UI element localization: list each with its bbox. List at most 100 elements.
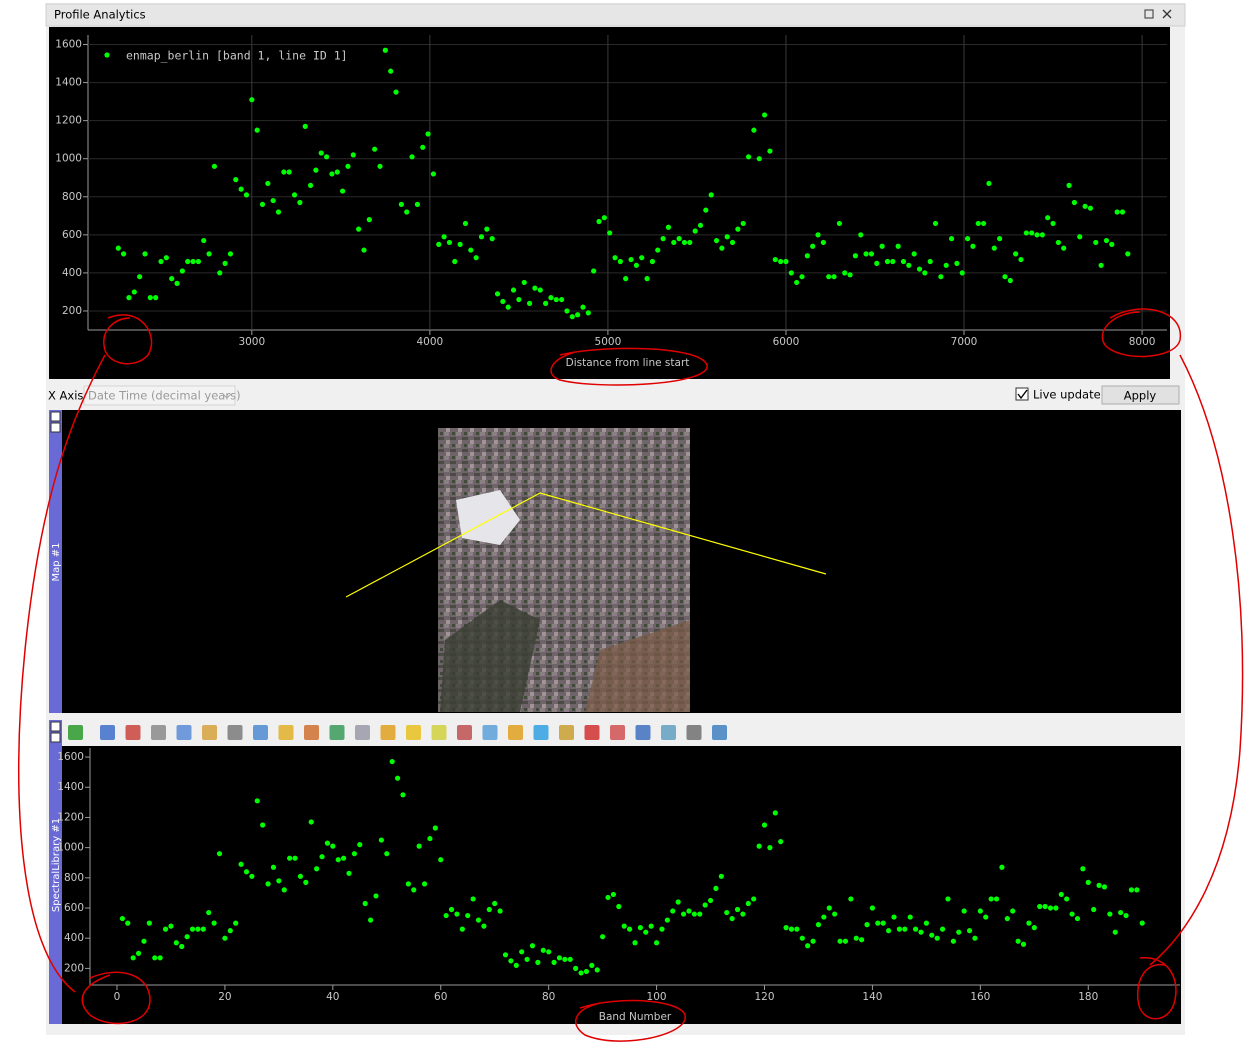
data-point bbox=[551, 959, 557, 965]
toolbar-button[interactable] bbox=[380, 725, 396, 740]
data-point bbox=[799, 935, 805, 941]
data-point bbox=[367, 917, 374, 923]
toolbar-button[interactable] bbox=[125, 725, 141, 740]
data-point bbox=[297, 199, 303, 206]
data-point bbox=[265, 180, 271, 187]
y-tick-label: 400 bbox=[64, 932, 84, 944]
data-point bbox=[168, 923, 174, 929]
data-point bbox=[1031, 925, 1037, 931]
data-point bbox=[762, 112, 768, 118]
data-point bbox=[184, 934, 190, 940]
data-point bbox=[405, 881, 411, 887]
data-point bbox=[1058, 891, 1064, 898]
data-point bbox=[1071, 199, 1078, 206]
y-tick-label: 800 bbox=[64, 872, 84, 884]
data-point bbox=[1118, 909, 1124, 916]
data-point bbox=[505, 304, 511, 310]
data-point bbox=[991, 245, 997, 251]
data-point bbox=[869, 905, 876, 911]
toolbar-button[interactable] bbox=[508, 725, 523, 740]
data-point bbox=[660, 236, 666, 242]
data-point bbox=[783, 925, 789, 931]
data-point bbox=[1069, 911, 1075, 917]
data-point bbox=[259, 201, 266, 207]
data-point bbox=[115, 245, 121, 251]
data-point bbox=[1096, 882, 1102, 888]
toolbar-button[interactable] bbox=[559, 725, 574, 740]
apply-button[interactable] bbox=[1101, 385, 1180, 405]
data-point bbox=[556, 955, 563, 961]
toolbar-button[interactable] bbox=[304, 725, 319, 740]
data-point bbox=[954, 260, 960, 266]
data-point bbox=[756, 843, 762, 849]
data-point bbox=[884, 258, 891, 265]
toolbar-button[interactable] bbox=[176, 725, 192, 740]
data-point bbox=[848, 896, 854, 902]
data-point bbox=[907, 914, 913, 920]
float-button[interactable] bbox=[1144, 9, 1154, 19]
data-point bbox=[319, 854, 325, 860]
toolbar-button[interactable] bbox=[584, 725, 600, 740]
toolbar-button[interactable] bbox=[151, 725, 166, 740]
data-point bbox=[895, 243, 901, 249]
data-point bbox=[612, 255, 618, 261]
data-point bbox=[254, 127, 260, 133]
x-axis-combobox[interactable] bbox=[83, 385, 236, 406]
library-float[interactable] bbox=[50, 732, 61, 743]
toolbar-button[interactable] bbox=[533, 725, 549, 740]
data-point bbox=[446, 239, 453, 246]
data-point bbox=[578, 970, 584, 976]
toolbar-button[interactable] bbox=[482, 725, 498, 740]
data-point bbox=[697, 911, 703, 917]
toolbar-button[interactable] bbox=[278, 725, 294, 740]
toolbar-button[interactable] bbox=[100, 725, 115, 740]
toolbar-button[interactable] bbox=[329, 725, 345, 740]
library-title: SpectralLibrary #1 bbox=[51, 818, 62, 912]
data-point bbox=[735, 226, 741, 232]
live-update-checkbox[interactable] bbox=[1015, 387, 1029, 401]
data-point bbox=[853, 935, 859, 941]
toolbar-button[interactable] bbox=[68, 725, 83, 740]
toolbar-button[interactable] bbox=[661, 725, 676, 740]
title-bar bbox=[45, 3, 1186, 27]
toolbar-button[interactable] bbox=[457, 725, 472, 740]
toolbar-button[interactable] bbox=[635, 725, 651, 740]
data-point bbox=[341, 855, 347, 861]
data-point bbox=[880, 920, 886, 926]
data-point bbox=[983, 914, 989, 920]
data-point bbox=[1042, 903, 1048, 910]
data-point bbox=[627, 926, 633, 932]
toolbar-button[interactable] bbox=[712, 725, 727, 740]
data-point bbox=[526, 300, 533, 306]
apply-button-label: Apply bbox=[1124, 389, 1157, 403]
map-float[interactable] bbox=[50, 422, 61, 433]
toolbar-button[interactable] bbox=[202, 725, 217, 740]
data-point bbox=[751, 127, 757, 133]
x-tick-label: 6000 bbox=[773, 336, 800, 348]
close-button[interactable] bbox=[1162, 9, 1172, 19]
map-close[interactable] bbox=[50, 411, 61, 422]
toolbar-button[interactable] bbox=[610, 725, 625, 740]
toolbar-button[interactable] bbox=[253, 725, 268, 740]
data-point bbox=[292, 855, 298, 861]
data-point bbox=[837, 938, 843, 944]
data-point bbox=[249, 97, 255, 103]
data-point bbox=[519, 949, 525, 955]
data-point bbox=[537, 287, 543, 293]
toolbar-button[interactable] bbox=[431, 725, 447, 740]
data-point bbox=[409, 154, 415, 160]
toolbar-button[interactable] bbox=[227, 725, 243, 740]
data-point bbox=[398, 201, 404, 207]
data-point bbox=[535, 959, 541, 965]
toolbar-button[interactable] bbox=[355, 725, 370, 740]
x-tick-label: 8000 bbox=[1129, 336, 1156, 348]
data-point bbox=[772, 256, 778, 263]
toolbar-button[interactable] bbox=[686, 725, 702, 740]
data-point bbox=[179, 268, 185, 274]
data-point bbox=[546, 949, 552, 955]
data-point bbox=[639, 255, 645, 261]
x-tick-label: 0 bbox=[114, 991, 121, 1003]
toolbar-button[interactable] bbox=[406, 725, 421, 740]
library-close[interactable] bbox=[50, 721, 61, 732]
